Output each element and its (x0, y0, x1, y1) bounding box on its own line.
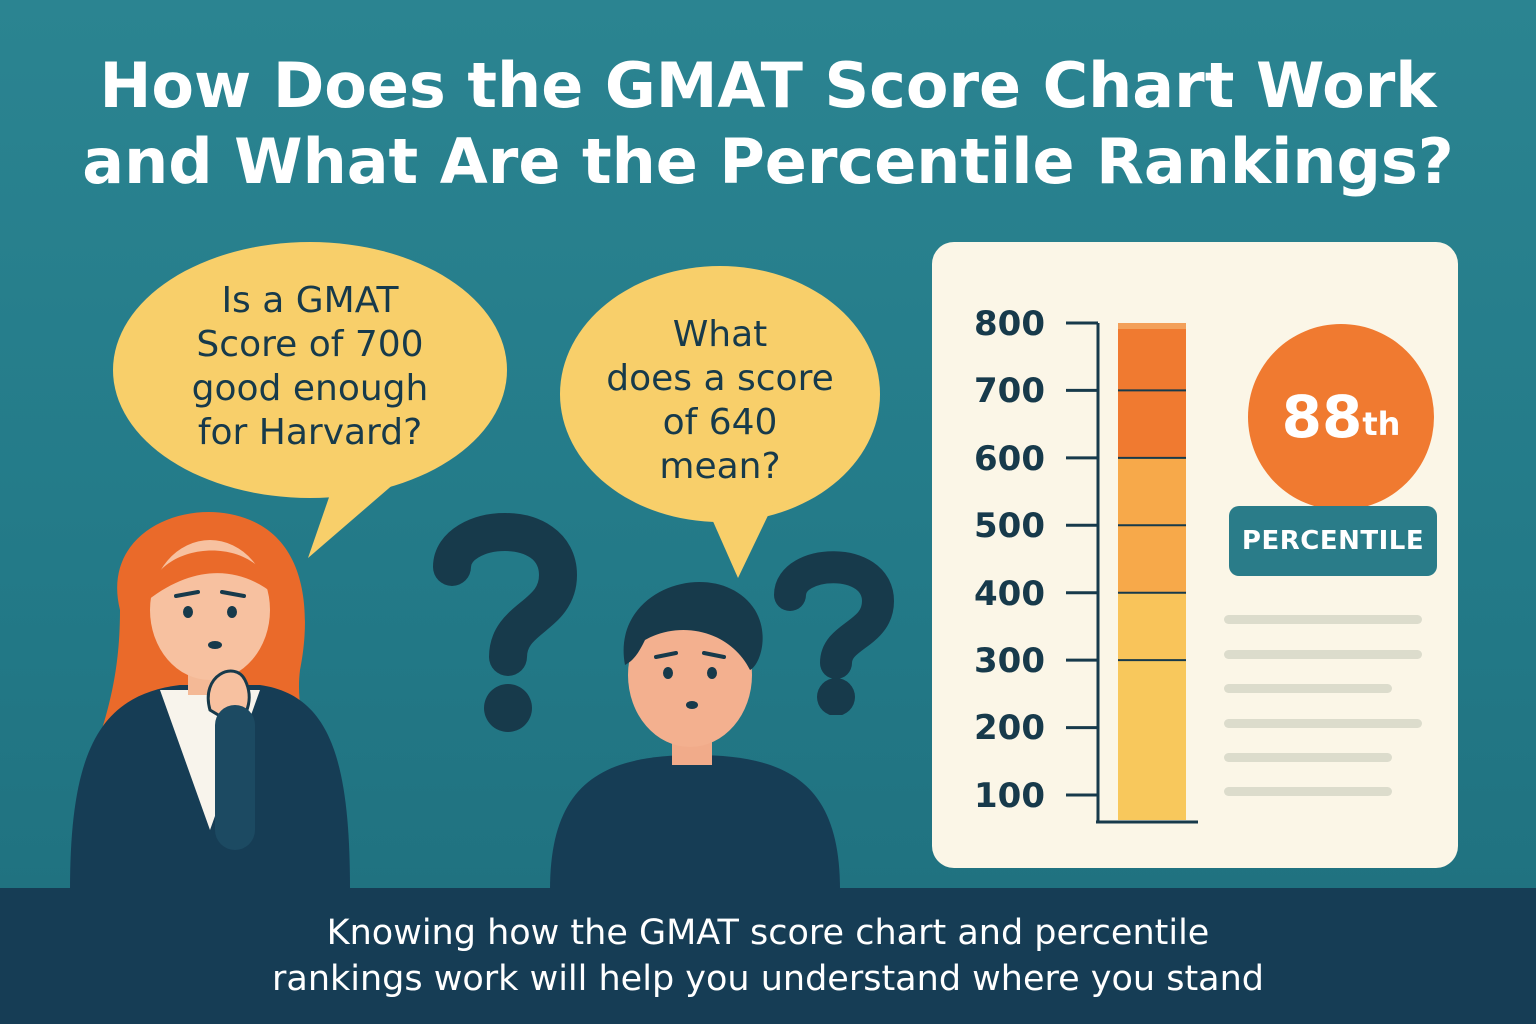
speech-bubble-left: Is a GMAT Score of 700 good enough for H… (130, 262, 490, 472)
title-line-1: How Does the GMAT Score Chart Work (99, 49, 1437, 122)
question-mark-icon-right (774, 551, 895, 715)
percentile-label: PERCENTILE (1229, 506, 1437, 576)
tick-label-800: 800 (974, 304, 1045, 344)
footer-line-1: Knowing how the GMAT score chart and per… (326, 913, 1210, 953)
tick-label-700: 700 (974, 371, 1045, 411)
title-line-2: and What Are the Percentile Rankings? (82, 125, 1454, 198)
speech-bubble-right-shape (560, 266, 880, 578)
question-mark-icon-left (433, 513, 578, 732)
tick-label-400: 400 (974, 574, 1045, 614)
page-title: How Does the GMAT Score Chart Work and W… (0, 48, 1536, 200)
percentile-suffix: th (1362, 405, 1401, 443)
bubble-left-line-2: Score of 700 (196, 324, 424, 365)
score-band-300-400 (1118, 592, 1186, 661)
bubble-right-line-1: What (672, 314, 768, 355)
score-band-100-300 (1118, 660, 1186, 820)
tick-label-200: 200 (974, 708, 1045, 748)
placeholder-text-lines (1224, 615, 1422, 796)
woman-illustration (70, 512, 350, 890)
man-illustration (550, 581, 840, 890)
bubble-left-line-3: good enough (191, 368, 429, 409)
score-bar-cap (1118, 323, 1186, 329)
speech-bubble-left-shape (113, 242, 507, 558)
tick-label-500: 500 (974, 506, 1045, 546)
bubble-left-line-4: for Harvard? (197, 412, 423, 453)
score-bar-chart (1066, 321, 1198, 824)
speech-bubble-right: What does a score of 640 mean? (570, 296, 870, 506)
footer-line-2: rankings work will help you understand w… (271, 959, 1265, 999)
bubble-right-line-2: does a score (606, 358, 834, 399)
footer-banner: Knowing how the GMAT score chart and per… (0, 888, 1536, 1024)
tick-label-600: 600 (974, 439, 1045, 479)
bubble-right-line-4: mean? (659, 446, 781, 487)
bubble-right-line-3: of 640 (662, 402, 778, 443)
bubble-left-line-1: Is a GMAT (221, 280, 399, 321)
tick-label-100: 100 (974, 776, 1045, 816)
tick-label-300: 300 (974, 641, 1045, 681)
percentile-value: 88 (1281, 383, 1363, 451)
